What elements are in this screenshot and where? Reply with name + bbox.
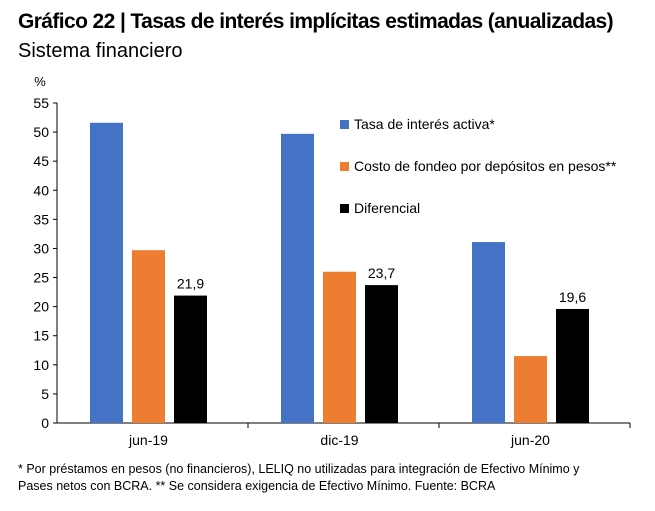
y-tick-label: 40 <box>33 182 49 198</box>
chart-title: Gráfico 22 | Tasas de interés implícitas… <box>18 10 614 33</box>
footnote-line-2: Pases netos con BCRA. ** Se considera ex… <box>18 479 496 493</box>
legend-swatch-3 <box>340 204 349 213</box>
bar-series-1 <box>472 242 505 423</box>
y-axis-unit-label: % <box>34 74 46 89</box>
y-tick-label: 35 <box>33 211 49 227</box>
x-tick-label: dic-19 <box>320 432 358 448</box>
data-label: 19,6 <box>559 289 586 305</box>
y-tick-label: 20 <box>33 299 49 315</box>
bar-series-2 <box>514 356 547 423</box>
y-tick-label: 0 <box>41 415 49 431</box>
bar-series-2 <box>323 271 356 423</box>
legend-label-3: Diferencial <box>354 200 420 216</box>
bar-series-2 <box>132 250 165 423</box>
y-tick-label: 50 <box>33 124 49 140</box>
legend-swatch-2 <box>340 162 349 171</box>
bar-series-1 <box>90 122 123 424</box>
bar-series-3 <box>174 295 207 423</box>
y-tick-label: 10 <box>33 357 49 373</box>
footnote: * Por préstamos en pesos (no financieros… <box>18 461 643 495</box>
legend-label-2: Costo de fondeo por depósitos en pesos** <box>354 158 617 174</box>
data-label: 21,9 <box>177 276 204 292</box>
x-tick-label: jun-20 <box>510 432 550 448</box>
legend-label-1: Tasa de interés activa* <box>354 116 495 132</box>
bar-series-3 <box>365 285 398 423</box>
y-tick-label: 55 <box>33 95 49 111</box>
y-tick-label: 15 <box>33 328 49 344</box>
x-tick-label: jun-19 <box>128 432 168 448</box>
y-tick-label: 25 <box>33 270 49 286</box>
y-tick-label: 45 <box>33 153 49 169</box>
bar-series-3 <box>556 308 589 423</box>
chart-subtitle: Sistema financiero <box>18 40 183 62</box>
data-label: 23,7 <box>368 265 395 281</box>
bar-series-1 <box>281 133 314 423</box>
footnote-line-1: * Por préstamos en pesos (no financieros… <box>18 462 580 476</box>
y-tick-label: 5 <box>41 386 49 402</box>
y-tick-label: 30 <box>33 240 49 256</box>
legend-swatch-1 <box>340 120 349 129</box>
